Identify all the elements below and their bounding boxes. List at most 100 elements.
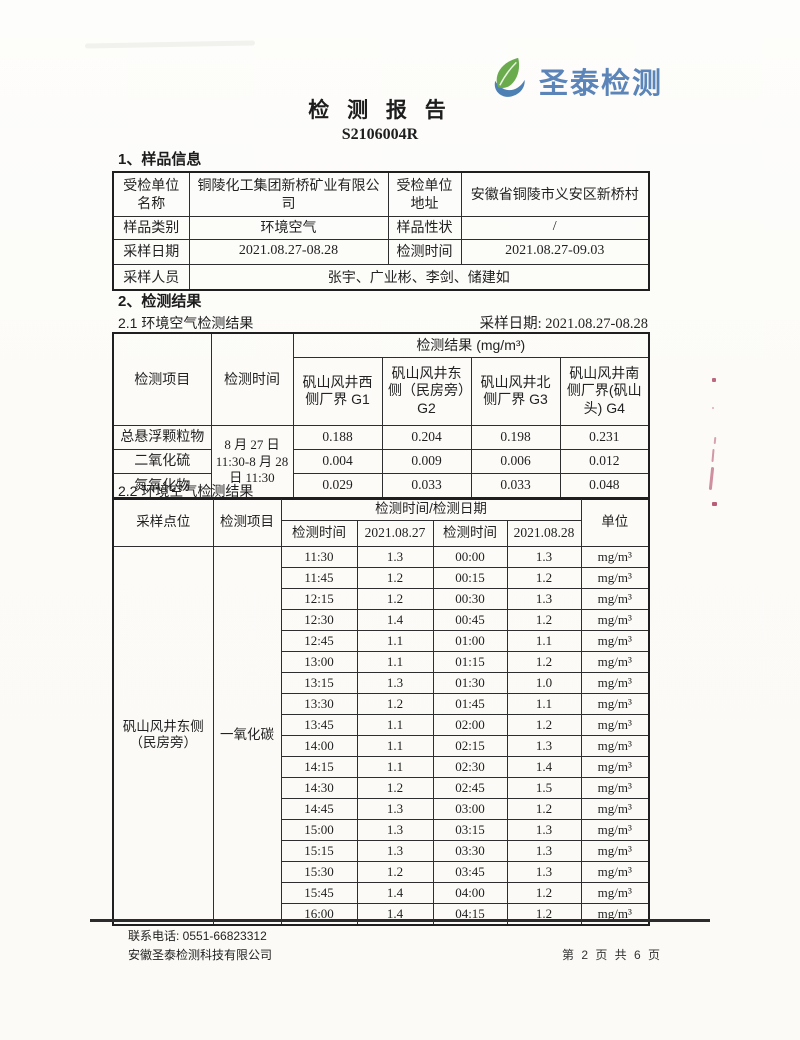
value-2: 1.2 bbox=[506, 713, 582, 736]
result-value: 0.188 bbox=[292, 424, 383, 450]
result-value: 0.033 bbox=[381, 472, 472, 500]
table-row: 采样日期 2021.08.27-08.28 检测时间 2021.08.27-09… bbox=[112, 238, 650, 265]
field-label: 受检单位名称 bbox=[112, 171, 190, 217]
time-2: 01:30 bbox=[432, 671, 508, 694]
unit-cell: mg/m³ bbox=[580, 860, 650, 883]
time-1: 11:45 bbox=[280, 566, 358, 589]
time-1: 15:30 bbox=[280, 860, 358, 883]
section-2-heading: 2、检测结果 bbox=[118, 293, 202, 310]
time-1: 15:15 bbox=[280, 839, 358, 862]
field-value: 环境空气 bbox=[188, 215, 389, 240]
value-1: 1.3 bbox=[356, 818, 434, 841]
time-1: 13:45 bbox=[280, 713, 358, 736]
document-title: 检 测 报 告 bbox=[308, 99, 452, 122]
sampling-site-cell: 矾山风井东侧（民房旁） bbox=[112, 545, 214, 925]
time-2: 03:45 bbox=[432, 860, 508, 883]
subcol-time-2: 检测时间 bbox=[432, 519, 508, 547]
leaf-logo-icon bbox=[487, 56, 531, 105]
air-results-table-21: 检测项目 检测时间 检测结果 (mg/m³) 矾山风井西侧厂界 G1 矾山风井东… bbox=[112, 332, 651, 500]
field-label: 受检单位地址 bbox=[387, 171, 462, 217]
subsection-21-line: 2.1 环境空气检测结果 采样日期: 2021.08.27-08.28 bbox=[118, 312, 648, 333]
col-header-unit: 单位 bbox=[580, 497, 650, 547]
unit-cell: mg/m³ bbox=[580, 755, 650, 778]
field-label: 样品性状 bbox=[387, 215, 462, 240]
time-2: 03:30 bbox=[432, 839, 508, 862]
unit-cell: mg/m³ bbox=[580, 797, 650, 820]
field-value: / bbox=[460, 215, 650, 240]
value-2: 1.2 bbox=[506, 797, 582, 820]
col-header-time-group: 检测时间/检测日期 bbox=[280, 497, 582, 521]
unit-cell: mg/m³ bbox=[580, 671, 650, 694]
col-header-time: 检测时间 bbox=[210, 332, 294, 426]
value-2: 1.3 bbox=[506, 734, 582, 757]
time-1: 14:00 bbox=[280, 734, 358, 757]
measurement-rows: 矾山风井东侧（民房旁） 一氧化碳 11:30 1.3 00:00 1.3 mg/… bbox=[112, 545, 650, 925]
stamp-bleed-mark bbox=[712, 407, 714, 409]
result-value: 0.198 bbox=[470, 424, 561, 450]
value-1: 1.1 bbox=[356, 755, 434, 778]
measurement-row: 13:15 1.3 01:30 1.0 mg/m³ bbox=[113, 671, 650, 694]
result-value: 0.029 bbox=[292, 472, 383, 500]
field-label: 样品类别 bbox=[112, 215, 190, 240]
col-header-item: 检测项目 bbox=[212, 497, 282, 547]
stamp-bleed-mark bbox=[708, 466, 715, 491]
value-1: 1.1 bbox=[356, 629, 434, 652]
unit-cell: mg/m³ bbox=[580, 881, 650, 904]
value-2: 1.3 bbox=[506, 587, 582, 610]
value-2: 1.3 bbox=[506, 860, 582, 883]
field-value: 2021.08.27-09.03 bbox=[460, 238, 650, 265]
value-1: 1.1 bbox=[356, 650, 434, 673]
value-1: 1.2 bbox=[356, 587, 434, 610]
value-1: 1.3 bbox=[356, 839, 434, 862]
time-1: 15:45 bbox=[280, 881, 358, 904]
subsection-21-heading: 2.1 环境空气检测结果 bbox=[118, 315, 254, 331]
table-row: 样品类别 环境空气 样品性状 / bbox=[112, 215, 650, 240]
measurement-row: 14:15 1.1 02:30 1.4 mg/m³ bbox=[113, 755, 650, 778]
stamp-bleed-mark bbox=[712, 502, 717, 506]
unit-cell: mg/m³ bbox=[580, 839, 650, 862]
unit-cell: mg/m³ bbox=[580, 776, 650, 799]
company-logo: 圣泰检测 bbox=[487, 56, 663, 105]
time-1: 12:30 bbox=[280, 608, 358, 631]
time-2: 03:00 bbox=[432, 797, 508, 820]
logo-text: 圣泰检测 bbox=[539, 67, 664, 100]
col-header-site-g1: 矾山风井西侧厂界 G1 bbox=[292, 356, 383, 426]
value-2: 1.1 bbox=[506, 629, 582, 652]
unit-cell: mg/m³ bbox=[580, 608, 650, 631]
time-2: 00:00 bbox=[432, 545, 508, 568]
time-2: 02:15 bbox=[432, 734, 508, 757]
analyte-name: 氮氧化物 bbox=[112, 472, 212, 500]
subsection-22-heading: 2.2 环境空气检测结果 bbox=[118, 483, 254, 499]
sample-info-table: 受检单位名称 铜陵化工集团新桥矿业有限公司 受检单位地址 安徽省铜陵市义安区新桥… bbox=[112, 171, 650, 291]
value-2: 1.5 bbox=[506, 776, 582, 799]
subcol-date-1: 2021.08.27 bbox=[356, 519, 434, 547]
time-2: 01:00 bbox=[432, 629, 508, 652]
measurement-row: 15:45 1.4 04:00 1.2 mg/m³ bbox=[113, 881, 650, 904]
analyte-name: 总悬浮颗粒物 bbox=[112, 424, 212, 450]
col-header-site: 采样点位 bbox=[112, 497, 214, 547]
result-value: 0.009 bbox=[381, 448, 472, 474]
value-2: 1.2 bbox=[506, 881, 582, 904]
col-header-site-g2: 矾山风井东侧（民房旁）G2 bbox=[381, 356, 472, 426]
table-header-row: 矾山风井西侧厂界 G1 矾山风井东侧（民房旁）G2 矾山风井北侧厂界 G3 矾山… bbox=[113, 356, 650, 426]
result-value: 0.204 bbox=[381, 424, 472, 450]
table-header-row: 采样点位 检测项目 检测时间/检测日期 单位 bbox=[112, 497, 650, 547]
time-1: 14:30 bbox=[280, 776, 358, 799]
time-2: 00:30 bbox=[432, 587, 508, 610]
measurement-row: 14:30 1.2 02:45 1.5 mg/m³ bbox=[113, 776, 650, 799]
table-header-row: 检测项目 检测时间 检测结果 (mg/m³) bbox=[112, 332, 650, 426]
footer-divider bbox=[90, 919, 710, 922]
section-1-heading: 1、样品信息 bbox=[118, 151, 202, 168]
value-1: 1.2 bbox=[356, 692, 434, 715]
footer-page-number: 第 2 页 共 6 页 bbox=[562, 948, 663, 962]
time-1: 13:15 bbox=[280, 671, 358, 694]
value-1: 1.2 bbox=[356, 860, 434, 883]
result-value: 0.033 bbox=[470, 472, 561, 500]
field-label: 采样日期 bbox=[112, 238, 190, 265]
analyte-name: 二氧化硫 bbox=[112, 448, 212, 474]
unit-cell: mg/m³ bbox=[580, 650, 650, 673]
time-1: 11:30 bbox=[280, 545, 358, 568]
footer-phone: 联系电话: 0551-66823312 bbox=[128, 929, 267, 943]
unit-cell: mg/m³ bbox=[580, 818, 650, 841]
